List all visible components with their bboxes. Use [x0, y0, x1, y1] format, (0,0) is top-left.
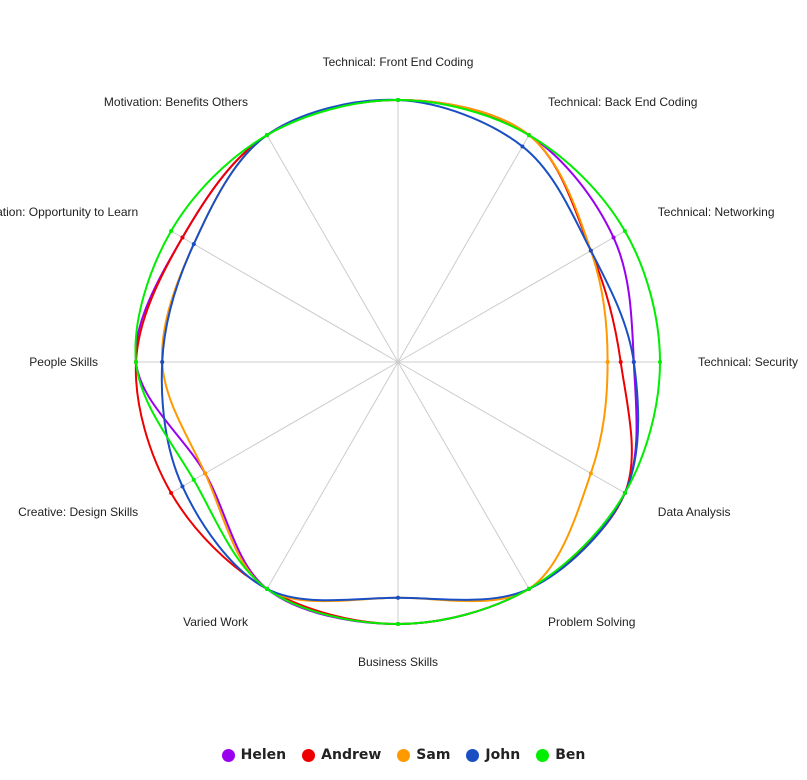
data-point-ben-motivation-benefits-others: [265, 133, 269, 137]
axis-label-varied-work: Varied Work: [183, 615, 249, 629]
legend-marker-sam: [397, 749, 410, 762]
data-point-ben-technical-security: [658, 360, 662, 364]
legend-marker-ben: [536, 749, 549, 762]
legend-label-andrew: Andrew: [321, 747, 381, 763]
spoke-motivation-opportunity-to-learn: [171, 231, 398, 362]
data-point-john-business-skills: [396, 596, 400, 600]
spoke-problem-solving: [398, 362, 529, 589]
spoke-technical-back-end-coding: [398, 135, 529, 362]
data-point-john-technical-networking: [589, 249, 593, 253]
data-point-ben-motivation-opportunity-to-learn: [169, 229, 173, 233]
series-line-john: [162, 100, 638, 600]
data-point-john-technical-back-end-coding: [520, 144, 524, 148]
axis-label-technical-security: Technical: Security: [698, 355, 798, 369]
axis-label-motivation-benefits-others: Motivation: Benefits Others: [104, 95, 248, 109]
legend-item-helen[interactable]: Helen: [222, 747, 286, 763]
data-point-andrew-technical-security: [619, 360, 623, 364]
data-point-john-technical-security: [632, 360, 636, 364]
legend-marker-helen: [222, 749, 235, 762]
data-point-helen-technical-networking: [612, 236, 616, 240]
axis-label-motivation-opportunity-to-learn: Motivation: Opportunity to Learn: [0, 205, 138, 219]
legend-item-john[interactable]: John: [466, 747, 520, 763]
data-point-sam-data-analysis: [589, 471, 593, 475]
legend: Helen Andrew Sam John Ben: [0, 744, 807, 766]
data-point-ben-business-skills: [396, 622, 400, 626]
data-point-ben-problem-solving: [527, 587, 531, 591]
axis-label-technical-front-end-coding: Technical: Front End Coding: [323, 55, 474, 69]
data-point-ben-creative-design-skills: [192, 478, 196, 482]
axis-label-technical-back-end-coding: Technical: Back End Coding: [548, 95, 697, 109]
axis-label-creative-design-skills: Creative: Design Skills: [18, 505, 138, 519]
series-john: [160, 98, 638, 600]
legend-marker-andrew: [302, 749, 315, 762]
legend-label-helen: Helen: [241, 747, 286, 763]
axis-label-business-skills: Business Skills: [358, 655, 438, 669]
legend-item-sam[interactable]: Sam: [397, 747, 450, 763]
data-point-sam-creative-design-skills: [203, 471, 207, 475]
radar-spokes: [136, 100, 660, 624]
legend-item-andrew[interactable]: Andrew: [302, 747, 381, 763]
data-point-ben-technical-front-end-coding: [396, 98, 400, 102]
data-point-ben-data-analysis: [623, 491, 627, 495]
spoke-motivation-benefits-others: [267, 135, 398, 362]
data-point-ben-people-skills: [134, 360, 138, 364]
axis-label-technical-networking: Technical: Networking: [658, 205, 775, 219]
data-point-ben-technical-networking: [623, 229, 627, 233]
data-point-john-people-skills: [160, 360, 164, 364]
data-point-sam-technical-security: [606, 360, 610, 364]
data-point-ben-varied-work: [265, 587, 269, 591]
legend-label-sam: Sam: [416, 747, 450, 763]
data-point-andrew-motivation-opportunity-to-learn: [180, 236, 184, 240]
legend-item-ben[interactable]: Ben: [536, 747, 585, 763]
legend-label-ben: Ben: [555, 747, 585, 763]
data-point-ben-technical-back-end-coding: [527, 133, 531, 137]
axis-label-problem-solving: Problem Solving: [548, 615, 635, 629]
legend-label-john: John: [485, 747, 520, 763]
axis-label-people-skills: People Skills: [29, 355, 98, 369]
axis-label-data-analysis: Data Analysis: [658, 505, 731, 519]
data-point-john-creative-design-skills: [180, 484, 184, 488]
legend-marker-john: [466, 749, 479, 762]
data-point-john-motivation-opportunity-to-learn: [192, 242, 196, 246]
data-point-andrew-creative-design-skills: [169, 491, 173, 495]
spoke-varied-work: [267, 362, 398, 589]
